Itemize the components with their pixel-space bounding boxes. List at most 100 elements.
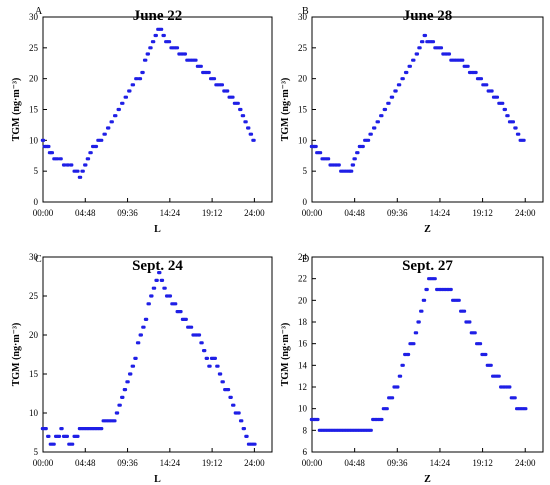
- x-tick-label: 04:48: [344, 208, 365, 218]
- data-point: [149, 294, 154, 298]
- data-point: [243, 120, 248, 124]
- data-point: [113, 114, 118, 118]
- data-point: [145, 52, 151, 56]
- data-point: [130, 83, 136, 87]
- data-point: [123, 95, 128, 99]
- data-point: [138, 333, 143, 337]
- data-point: [85, 157, 91, 161]
- x-tick-label: 14:24: [430, 458, 451, 468]
- data-point: [148, 46, 153, 50]
- x-tick-label: 19:12: [472, 208, 493, 218]
- y-tick-label: 20: [29, 330, 39, 340]
- data-point: [153, 33, 158, 38]
- data-point: [499, 101, 505, 105]
- data-point: [204, 356, 210, 360]
- data-point: [315, 417, 320, 422]
- y-tick-label: 10: [298, 135, 308, 145]
- data-point: [513, 126, 518, 130]
- y-tick-label: 0: [34, 197, 39, 207]
- y-tick-label: 18: [298, 317, 308, 327]
- data-point: [365, 138, 371, 142]
- data-point: [211, 77, 217, 81]
- data-point: [360, 144, 365, 149]
- data-point: [379, 417, 384, 422]
- data-point: [521, 138, 526, 142]
- x-tick-label: 04:48: [75, 208, 96, 218]
- data-point: [389, 396, 395, 400]
- data-point: [49, 151, 55, 155]
- y-tick-label: 30: [29, 252, 39, 262]
- data-point: [422, 33, 428, 38]
- data-point: [183, 317, 188, 321]
- data-point: [389, 95, 395, 99]
- data-point: [40, 138, 46, 142]
- data-point: [494, 95, 499, 99]
- data-point: [80, 169, 85, 173]
- data-point: [64, 434, 69, 438]
- data-point: [215, 364, 220, 368]
- y-tick-label: 10: [298, 404, 308, 414]
- data-point: [405, 352, 411, 357]
- data-point: [400, 363, 405, 367]
- y-tick-label: 30: [298, 12, 308, 22]
- data-point: [448, 287, 453, 292]
- data-point: [352, 157, 357, 161]
- data-point: [421, 298, 427, 302]
- data-point: [382, 107, 388, 112]
- data-point: [150, 40, 156, 44]
- data-point: [523, 407, 528, 411]
- data-point: [505, 114, 510, 118]
- data-point: [51, 442, 56, 446]
- data-point: [98, 427, 104, 431]
- data-point: [459, 58, 465, 62]
- x-tick-label: 24:00: [244, 208, 265, 218]
- chart-panel-b: B June 28 0 5 10 15 20 25 30 00:00 04:48 09:36 14:24…: [280, 6, 544, 235]
- data-point: [403, 70, 409, 75]
- x-tick-label: 24:00: [515, 458, 536, 468]
- data-point: [61, 163, 67, 167]
- data-point: [167, 294, 173, 298]
- data-point: [141, 325, 146, 329]
- data-point: [496, 374, 501, 378]
- y-tick-label: 10: [29, 135, 39, 145]
- data-point: [396, 83, 402, 87]
- data-point: [317, 151, 323, 155]
- x-tick-label: 09:36: [387, 208, 408, 218]
- y-tick-label: 10: [29, 408, 39, 418]
- data-point: [393, 89, 398, 93]
- data-point: [120, 101, 125, 105]
- data-point: [238, 107, 243, 112]
- data-point: [225, 388, 231, 392]
- y-tick-label: 14: [298, 360, 308, 370]
- data-point: [483, 352, 488, 357]
- data-point: [182, 52, 188, 56]
- x-axis-label: L: [154, 224, 161, 235]
- data-point: [424, 287, 429, 292]
- data-point: [151, 286, 157, 290]
- x-tick-label: 19:12: [202, 208, 223, 218]
- data-point: [193, 58, 198, 62]
- data-point: [400, 77, 405, 81]
- data-point: [198, 64, 203, 68]
- data-point: [83, 163, 88, 167]
- data-point: [159, 278, 165, 282]
- data-point: [69, 442, 75, 446]
- data-point: [419, 309, 424, 313]
- chart-panel-a: A June 22 0 5 10 15 20 25 30 00:00 04:48 09:36 14:24…: [11, 6, 273, 235]
- y-axis-label: TGM (ng·m⁻³): [280, 78, 291, 142]
- y-tick-label: 8: [303, 425, 308, 435]
- data-point: [446, 52, 452, 56]
- data-point: [77, 175, 83, 179]
- chart-title: June 28: [403, 8, 453, 24]
- y-tick-label: 15: [29, 105, 39, 115]
- data-point: [162, 286, 167, 290]
- data-point: [58, 157, 63, 161]
- chart-title: June 22: [133, 8, 183, 24]
- data-point: [161, 33, 166, 38]
- data-point: [174, 46, 180, 50]
- y-axis-label: TGM (ng·m⁻³): [280, 323, 291, 387]
- y-tick-label: 5: [34, 447, 39, 457]
- panel-letter: C: [35, 254, 42, 265]
- x-tick-label: 09:36: [117, 208, 138, 218]
- data-point: [125, 380, 130, 384]
